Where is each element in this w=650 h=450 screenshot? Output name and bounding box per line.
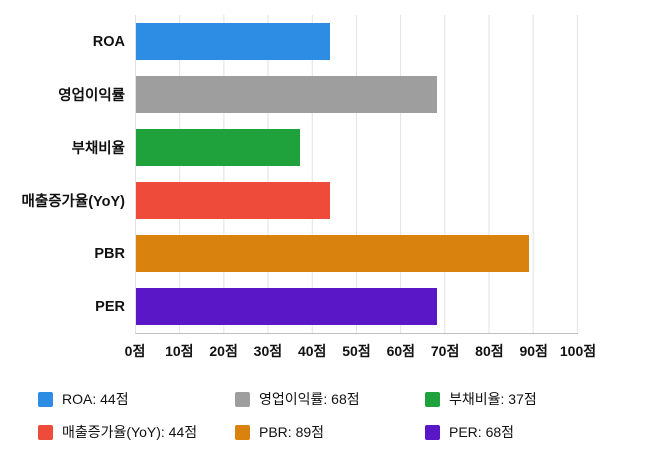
bar-per [136, 288, 437, 325]
x-tick-30: 30점 [253, 343, 283, 359]
legend-label-pbr: PBR: 89점 [259, 424, 325, 440]
bar-row [136, 68, 578, 121]
bar-revenue-growth-yoy [136, 182, 331, 219]
legend-label-revenue-growth-yoy: 매출증가율(YoY): 44점 [62, 424, 198, 440]
legend-item-pbr: PBR: 89점 [235, 422, 425, 442]
y-axis: ROA 영업이익률 부채비율 매출증가율(YoY) PBR PER [0, 15, 135, 334]
x-tick-70: 70점 [430, 343, 460, 359]
legend-swatch-pbr [235, 424, 250, 440]
bar-row [136, 121, 578, 174]
x-axis-ticks: 0점 10점 20점 30점 40점 50점 60점 70점 80점 90점 1… [125, 334, 596, 362]
legend-item-per: PER: 68점 [425, 422, 650, 442]
bar-row [136, 227, 578, 280]
legend-item-roa: ROA: 44점 [38, 389, 235, 409]
legend-swatch-debt-ratio [425, 391, 440, 407]
x-tick-50: 50점 [342, 343, 371, 359]
y-label-pbr: PBR [94, 245, 125, 262]
x-tick-40: 40점 [297, 343, 327, 359]
x-tick-20: 20점 [209, 343, 238, 359]
x-tick-60: 60점 [386, 343, 416, 359]
y-label-roa: ROA [92, 33, 125, 50]
y-label-revenue-growth-yoy: 매출증가율(YoY) [21, 194, 125, 210]
legend-item-revenue-growth-yoy: 매출증가율(YoY): 44점 [38, 422, 235, 442]
legend-label-operating-profit-margin: 영업이익률: 68점 [259, 391, 360, 407]
legend-swatch-roa [38, 391, 53, 407]
chart-body: ROA 영업이익률 부채비율 매출증가율(YoY) PBR PER [0, 15, 650, 334]
bar-debt-ratio [136, 129, 300, 166]
bar-operating-profit-margin [136, 76, 437, 113]
x-axis-spacer [0, 334, 135, 362]
y-label-debt-ratio: 부채비율 [71, 141, 125, 157]
x-axis: 0점 10점 20점 30점 40점 50점 60점 70점 80점 90점 1… [0, 334, 650, 362]
legend-swatch-per [425, 424, 440, 440]
plot-area [135, 15, 578, 334]
x-tick-100: 100점 [559, 343, 597, 359]
bar-roa [136, 23, 331, 60]
x-tick-80: 80점 [475, 343, 504, 359]
y-label-per: PER [95, 298, 125, 315]
y-label-operating-profit-margin: 영업이익률 [58, 88, 125, 104]
legend-label-debt-ratio: 부채비율: 37점 [449, 391, 537, 407]
chart-legend: ROA: 44점 영업이익률: 68점 부채비율: 37점 매출증가율(YoY)… [38, 389, 650, 442]
legend-swatch-operating-profit-margin [235, 391, 250, 407]
legend-label-per: PER: 68점 [449, 424, 515, 440]
x-tick-0: 0점 [124, 343, 146, 359]
x-tick-90: 90점 [519, 343, 548, 359]
bar-pbr [136, 235, 530, 272]
legend-item-debt-ratio: 부채비율: 37점 [425, 389, 650, 409]
bar-row [136, 174, 578, 227]
bar-row [136, 15, 578, 68]
bar-row [136, 280, 578, 333]
legend-item-operating-profit-margin: 영업이익률: 68점 [235, 389, 425, 409]
legend-label-roa: ROA: 44점 [62, 391, 129, 407]
x-tick-10: 10점 [165, 343, 194, 359]
legend-swatch-revenue-growth-yoy [38, 424, 53, 440]
